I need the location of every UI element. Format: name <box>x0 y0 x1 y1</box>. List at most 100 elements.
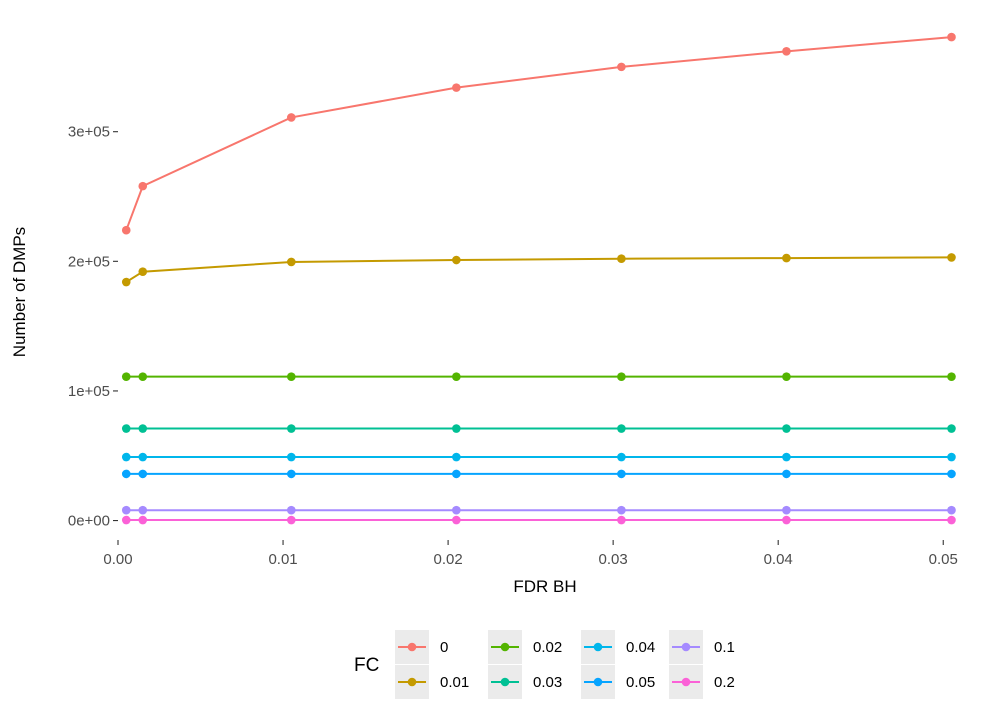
data-point <box>947 505 956 515</box>
data-point <box>452 515 461 525</box>
data-point <box>138 267 148 276</box>
legend-item: 0.02 <box>488 630 562 664</box>
data-point <box>287 515 296 525</box>
series-0.02 <box>121 372 956 381</box>
data-point <box>121 277 131 287</box>
data-point <box>138 469 148 479</box>
legend-key-point <box>593 677 603 687</box>
data-point <box>287 424 296 433</box>
legend-title: FC <box>354 655 379 676</box>
series-0.05 <box>121 469 956 479</box>
data-point <box>947 424 956 433</box>
data-point <box>452 505 461 515</box>
legend-label: 0.01 <box>440 674 469 691</box>
legend-item: 0.03 <box>488 665 562 699</box>
data-point <box>782 505 791 515</box>
data-point <box>617 505 626 515</box>
legend-key-point <box>681 642 691 652</box>
data-point <box>617 254 626 264</box>
x-tick-label: 0.00 <box>103 551 132 568</box>
data-point <box>287 372 296 381</box>
legend-key-point <box>407 642 417 652</box>
legend-label: 0.1 <box>714 639 735 656</box>
y-tick-label: 2e+05 <box>68 253 110 270</box>
x-tick-label: 0.02 <box>433 551 462 568</box>
legend-item: 0.04 <box>581 630 655 664</box>
series-line <box>125 36 952 231</box>
data-point <box>121 515 131 525</box>
legend-label: 0.02 <box>533 639 562 656</box>
data-point <box>138 515 148 525</box>
data-point <box>617 372 626 381</box>
data-point <box>617 424 626 433</box>
y-tick-label: 0e+00 <box>68 513 110 530</box>
data-point <box>782 424 791 433</box>
series-0.04 <box>121 452 956 462</box>
legend-item: 0.2 <box>669 665 735 699</box>
data-point <box>617 469 626 479</box>
y-tick-label: 1e+05 <box>68 383 110 400</box>
data-point <box>138 505 148 515</box>
series-0 <box>121 32 956 235</box>
y-axis-title: Number of DMPs <box>10 227 29 357</box>
data-point <box>452 372 461 381</box>
data-point <box>287 257 296 267</box>
data-point <box>947 372 956 381</box>
legend-label: 0.03 <box>533 674 562 691</box>
x-tick-label: 0.01 <box>268 551 297 568</box>
data-point <box>782 515 791 525</box>
data-point <box>138 452 148 462</box>
legend-item: 0.05 <box>581 665 655 699</box>
data-point <box>138 181 148 191</box>
series-0.1 <box>121 505 956 515</box>
data-point <box>452 255 461 265</box>
data-point <box>287 505 296 515</box>
legend-item: 0 <box>395 630 448 664</box>
data-point <box>782 469 791 479</box>
x-tick-label: 0.05 <box>929 551 958 568</box>
data-point <box>121 452 131 462</box>
data-point <box>121 469 131 479</box>
data-point <box>782 47 791 56</box>
data-point <box>617 515 626 525</box>
data-point <box>617 62 626 72</box>
data-point <box>121 225 131 235</box>
data-point <box>452 452 461 462</box>
legend-key-point <box>681 677 691 687</box>
data-point <box>782 253 791 263</box>
legend-label: 0.05 <box>626 674 655 691</box>
data-point <box>947 32 956 42</box>
y-tick-label: 3e+05 <box>68 124 110 141</box>
legend-key-point <box>407 677 417 687</box>
legend-label: 0.2 <box>714 674 735 691</box>
legend-label: 0.04 <box>626 639 655 656</box>
data-point <box>452 83 461 92</box>
data-point <box>138 424 148 433</box>
data-point <box>617 452 626 462</box>
data-point <box>947 469 956 479</box>
data-point <box>121 505 131 515</box>
data-point <box>782 452 791 462</box>
legend-key-point <box>500 677 510 687</box>
data-point <box>287 469 296 479</box>
legend-item: 0.01 <box>395 665 469 699</box>
y-axis: 0e+00 1e+05 2e+05 3e+05 <box>68 124 118 530</box>
data-point <box>121 424 131 433</box>
data-point <box>947 515 956 525</box>
series-0.03 <box>121 424 956 433</box>
data-point <box>452 469 461 479</box>
legend-key-point <box>500 642 510 652</box>
x-tick-label: 0.03 <box>599 551 628 568</box>
x-axis: 0.00 0.01 0.02 0.03 0.04 0.05 <box>103 540 958 568</box>
data-point <box>947 452 956 462</box>
legend-key-point <box>593 642 603 652</box>
data-point <box>287 113 296 122</box>
data-point <box>947 253 956 262</box>
data-point <box>138 372 148 381</box>
legend: FC 0 0.01 0.02 0.03 0.04 0.05 0.1 0.2 <box>354 630 735 699</box>
legend-label: 0 <box>440 639 448 656</box>
x-axis-title: FDR BH <box>513 577 576 596</box>
data-point <box>287 452 296 462</box>
plot-area <box>121 32 956 525</box>
